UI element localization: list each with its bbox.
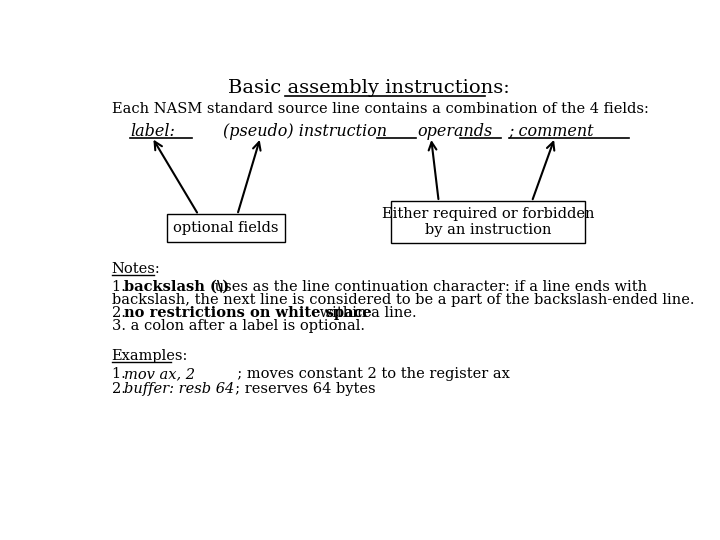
Text: Notes:: Notes:: [112, 262, 161, 276]
Text: 1.: 1.: [112, 280, 130, 294]
Text: ; reserves 64 bytes: ; reserves 64 bytes: [225, 382, 375, 396]
Text: no restrictions on white space: no restrictions on white space: [124, 306, 372, 320]
Text: Examples:: Examples:: [112, 349, 188, 363]
FancyBboxPatch shape: [392, 201, 585, 242]
Text: within a line.: within a line.: [315, 306, 416, 320]
FancyBboxPatch shape: [167, 214, 284, 242]
Text: 2.: 2.: [112, 382, 130, 396]
Text: Either required or forbidden
by an instruction: Either required or forbidden by an instr…: [382, 207, 595, 237]
Text: 1.: 1.: [112, 367, 130, 381]
Text: uses as the line continuation character: if a line ends with: uses as the line continuation character:…: [210, 280, 647, 294]
Text: buffer: resb 64: buffer: resb 64: [124, 382, 234, 396]
Text: label:: label:: [130, 123, 175, 140]
Text: ; comment: ; comment: [508, 123, 594, 140]
Text: mov ax, 2: mov ax, 2: [124, 367, 195, 381]
Text: Each NASM standard source line contains a combination of the 4 fields:: Each NASM standard source line contains …: [112, 103, 649, 117]
Text: 2.: 2.: [112, 306, 130, 320]
Text: optional fields: optional fields: [173, 221, 279, 235]
Text: Basic assembly instructions:: Basic assembly instructions:: [228, 79, 510, 97]
Text: backslash, the next line is considered to be a part of the backslash-ended line.: backslash, the next line is considered t…: [112, 293, 694, 307]
Text: 3. a colon after a label is optional.: 3. a colon after a label is optional.: [112, 319, 365, 333]
Text: (pseudo) instruction: (pseudo) instruction: [223, 123, 387, 140]
Text: ; moves constant 2 to the register ax: ; moves constant 2 to the register ax: [204, 367, 510, 381]
Text: backslash (\): backslash (\): [124, 280, 229, 294]
Text: operands: operands: [417, 123, 492, 140]
